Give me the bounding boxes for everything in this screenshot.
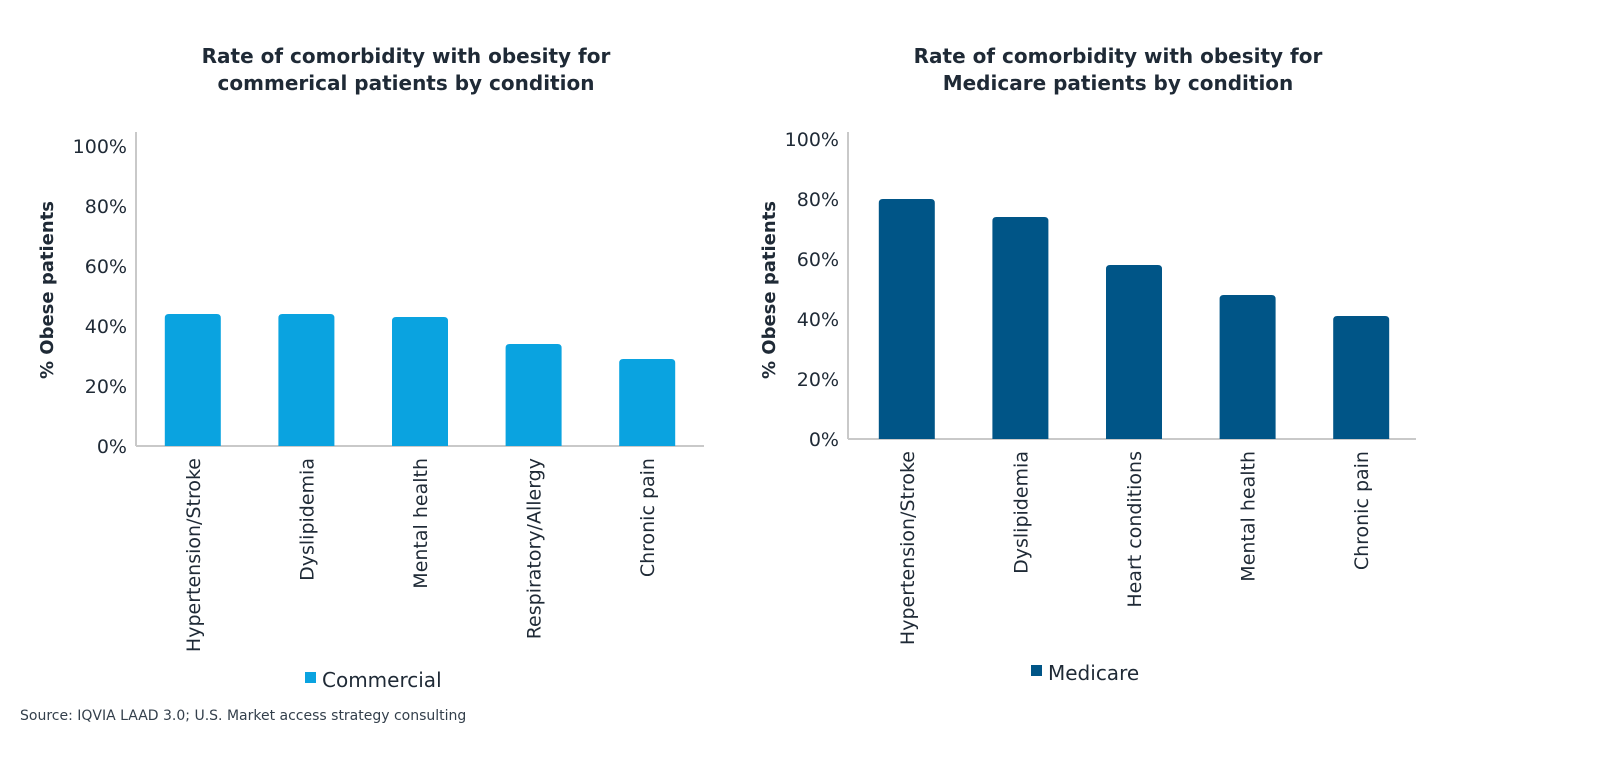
medicare-chart: Rate of comorbidity with obesity for Medi… [759,44,1416,685]
category-label: Heart conditions [1124,451,1146,608]
y-tick-label: 0% [809,429,839,451]
y-tick-label: 100% [73,136,127,158]
y-tick-label: 40% [85,316,127,338]
chart-title-line: commerical patients by condition [218,71,595,95]
chart-title-line: Rate of comorbidity with obesity for [914,44,1323,68]
y-tick-label: 60% [85,256,127,278]
category-label: Chronic pain [1351,451,1373,570]
bar-respiratory-allergy [505,344,562,446]
bar-mental-health [1219,295,1276,439]
legend-label: Medicare [1048,661,1139,685]
legend-swatch [305,672,316,683]
y-tick-label: 20% [85,376,127,398]
y-axis-title: % Obese patients [759,201,780,379]
category-label: Chronic pain [637,458,659,577]
y-tick-label: 40% [797,309,839,331]
bar-mental-health [392,317,448,446]
legend: Medicare [1031,661,1139,685]
category-label: Dyslipidemia [1010,451,1032,574]
bar-chronic-pain [619,359,676,446]
bar-heart-conditions [1106,265,1162,439]
chart-title-line: Medicare patients by condition [943,71,1294,95]
bar-hypertension-stroke [878,199,935,439]
category-label: Mental health [1238,451,1260,582]
category-label: Dyslipidemia [296,458,318,581]
source-note: Source: IQVIA LAAD 3.0; U.S. Market acce… [20,708,467,724]
category-label: Hypertension/Stroke [183,458,205,652]
y-tick-label: 80% [85,196,127,218]
category-label: Hypertension/Stroke [897,451,919,645]
bar-hypertension-stroke [164,314,221,446]
category-label: Mental health [410,458,432,589]
bar-chronic-pain [1333,316,1390,439]
commercial-chart: Rate of comorbidity with obesity for comm… [37,44,704,692]
y-axis-title: % Obese patients [37,201,58,379]
y-tick-label: 20% [797,369,839,391]
legend: Commercial [305,668,442,692]
bar-dyslipidemia [278,314,335,446]
y-tick-label: 0% [97,436,127,458]
bar-dyslipidemia [992,217,1049,439]
category-label: Respiratory/Allergy [524,458,546,639]
legend-label: Commercial [322,668,442,692]
chart-title-line: Rate of comorbidity with obesity for [202,44,611,68]
legend-swatch [1031,665,1042,676]
y-tick-label: 60% [797,249,839,271]
y-tick-label: 100% [785,129,839,151]
y-tick-label: 80% [797,189,839,211]
